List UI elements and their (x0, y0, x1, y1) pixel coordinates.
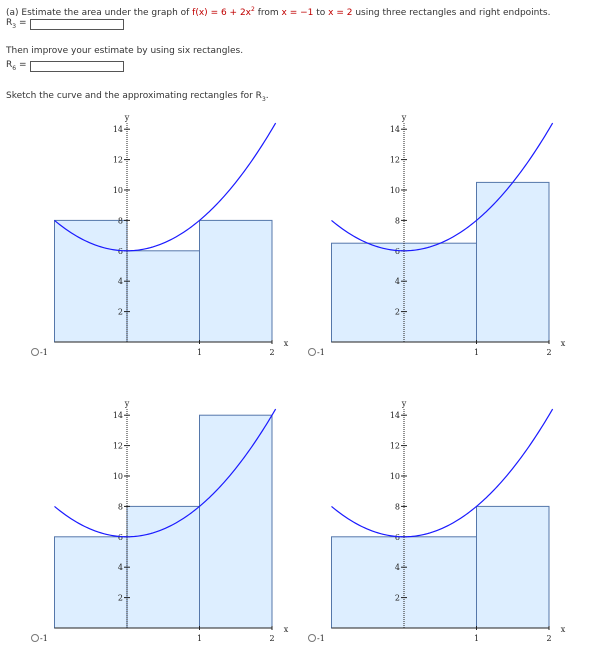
radio-button[interactable] (308, 634, 316, 642)
rectangle-2 (476, 181, 550, 343)
function-name: f(x) (192, 8, 208, 18)
y-tick-label-2: 2 (395, 308, 400, 317)
r6-answer-row: R6 = (6, 58, 124, 76)
rectangle-2 (126, 250, 200, 343)
y-tick-label-12: 12 (113, 156, 123, 165)
x-tick-label--1: -1 (317, 634, 325, 643)
x-tick-label-1: 1 (474, 348, 479, 357)
r3-answer-row: R3 = (6, 16, 124, 34)
y-tick-label-6: 6 (118, 533, 123, 542)
y-tick-label-2: 2 (395, 594, 400, 603)
r6-label: R6 = (6, 60, 27, 72)
y-axis-label: y (401, 399, 407, 408)
y-tick-label-12: 12 (390, 156, 400, 165)
y-axis-label: y (124, 113, 130, 122)
y-tick-label-14: 14 (113, 125, 123, 134)
y-tick-label-12: 12 (113, 442, 123, 451)
x-tick-label-2: 2 (546, 348, 551, 357)
y-tick-label-8: 8 (118, 502, 123, 511)
y-tick-label-14: 14 (390, 411, 400, 420)
radio-button[interactable] (31, 348, 39, 356)
x-start: x = −1 (281, 8, 314, 18)
x-tick-label--1: -1 (40, 634, 48, 643)
function-exponent: 2 (251, 6, 255, 13)
x-tick-label--1: -1 (317, 348, 325, 357)
y-tick-label-6: 6 (395, 247, 400, 256)
y-tick-label-4: 4 (395, 277, 400, 286)
y-tick-label-8: 8 (395, 216, 400, 225)
y-axis-label: y (124, 399, 130, 408)
rectangle-1 (54, 536, 128, 629)
y-tick-label-4: 4 (118, 563, 123, 572)
y-tick-label-12: 12 (390, 442, 400, 451)
x-tick-label-1: 1 (474, 634, 479, 643)
x-tick-label-1: 1 (197, 634, 202, 643)
y-tick-label-6: 6 (395, 533, 400, 542)
r6-answer-input[interactable] (30, 61, 124, 73)
x-tick-label-1: 1 (197, 348, 202, 357)
x-end: x = 2 (328, 8, 353, 18)
curve (54, 122, 277, 252)
y-tick-label-10: 10 (390, 472, 400, 481)
improve-text: Then improve your estimate by using six … (6, 46, 244, 56)
radio-button[interactable] (308, 348, 316, 356)
y-tick-label-4: 4 (395, 563, 400, 572)
y-tick-label-2: 2 (118, 594, 123, 603)
x-tick-label--1: -1 (40, 348, 48, 357)
y-tick-label-6: 6 (118, 247, 123, 256)
y-tick-label-10: 10 (390, 186, 400, 195)
y-tick-label-14: 14 (390, 125, 400, 134)
x-tick-label-2: 2 (546, 634, 551, 643)
x-tick-label-2: 2 (269, 348, 274, 357)
y-tick-label-2: 2 (118, 308, 123, 317)
curve (54, 408, 277, 538)
y-tick-label-10: 10 (113, 186, 123, 195)
y-tick-label-10: 10 (113, 472, 123, 481)
x-axis-label: x (284, 625, 289, 634)
x-axis-label: x (561, 625, 566, 634)
rectangle-3 (199, 414, 273, 629)
question-text: (a) Estimate the area under the graph of… (6, 6, 551, 18)
y-tick-label-8: 8 (118, 216, 123, 225)
rectangle-1 (54, 219, 128, 343)
y-tick-label-4: 4 (118, 277, 123, 286)
curve (331, 122, 554, 252)
rectangle-2 (476, 505, 550, 629)
x-axis-label: x (284, 339, 289, 348)
x-axis-label: x (561, 339, 566, 348)
y-axis-label: y (401, 113, 407, 122)
r3-label: R3 = (6, 18, 27, 30)
curve (331, 408, 554, 538)
rectangle-1 (331, 536, 477, 629)
sketch-instruction: Sketch the curve and the approximating r… (6, 91, 269, 103)
rectangle-3 (199, 219, 273, 343)
y-tick-label-14: 14 (113, 411, 123, 420)
rectangle-2 (126, 505, 200, 629)
radio-button[interactable] (31, 634, 39, 642)
r3-answer-input[interactable] (30, 19, 124, 31)
y-tick-label-8: 8 (395, 502, 400, 511)
x-tick-label-2: 2 (269, 634, 274, 643)
function-equation: = 6 + 2x (207, 8, 252, 18)
